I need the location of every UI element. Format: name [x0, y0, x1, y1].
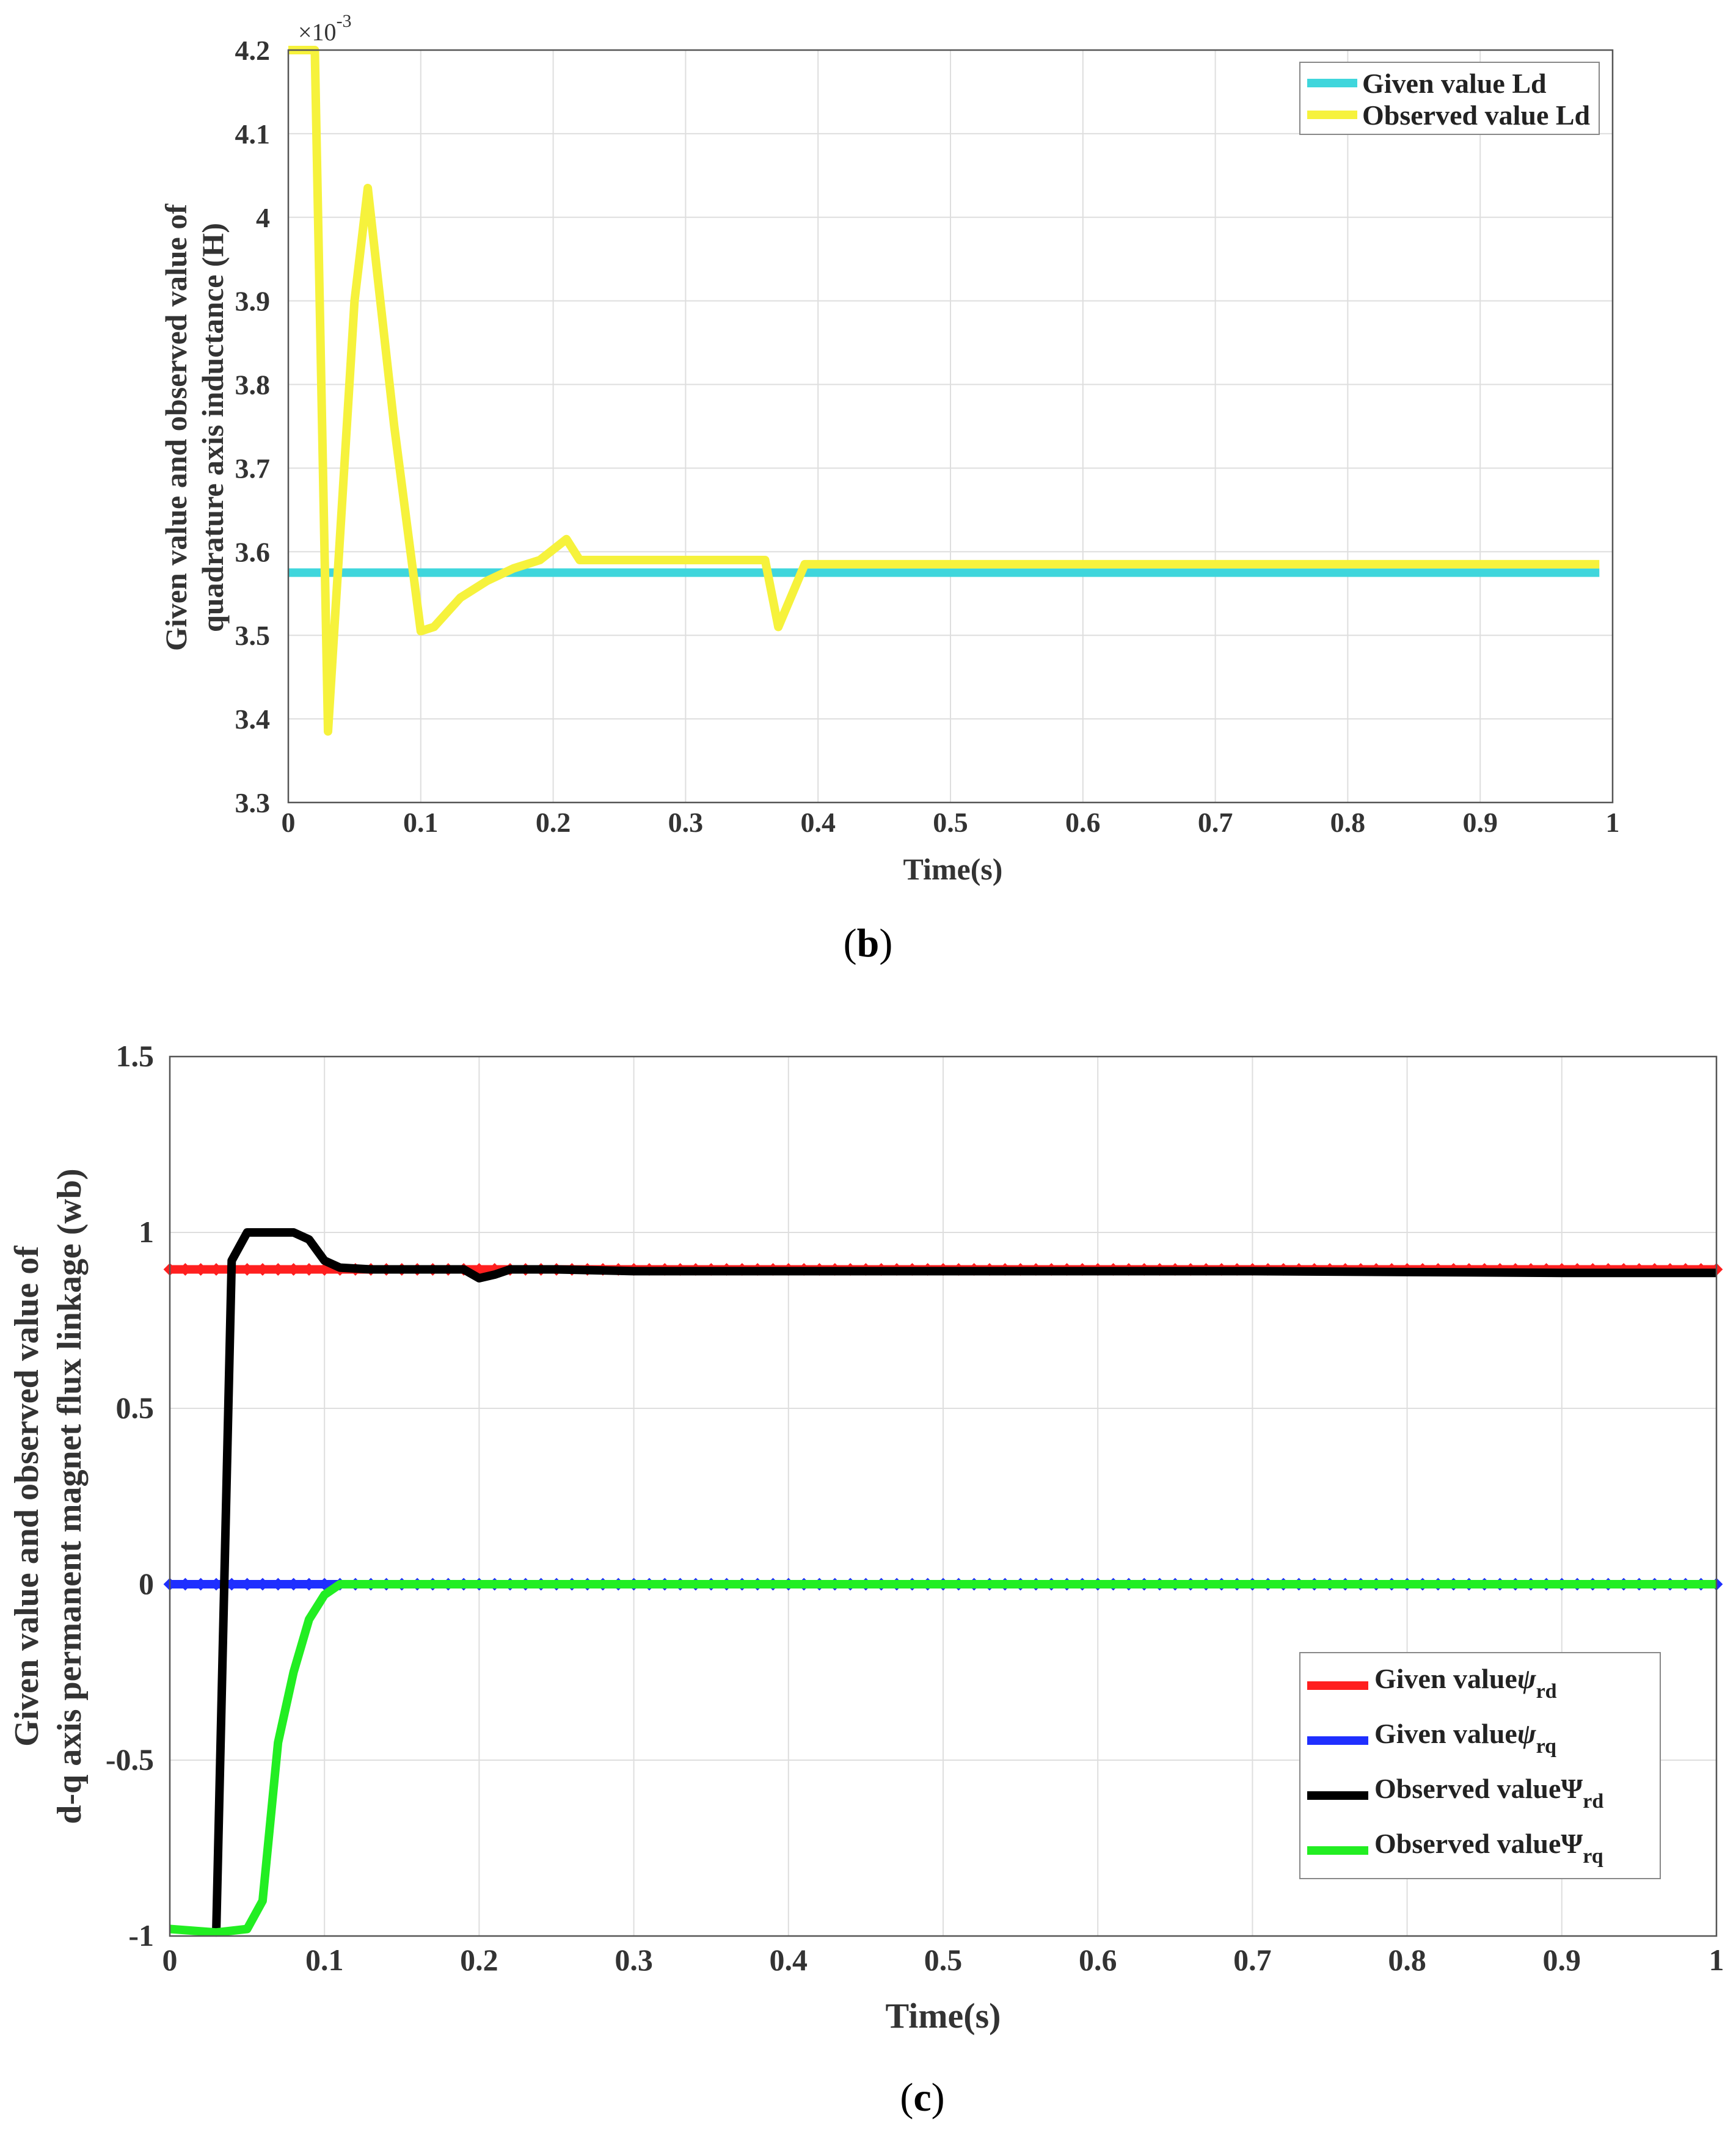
c-series-given-value-rd-marker	[287, 1263, 300, 1276]
b-exponent-label: ×10-3	[298, 11, 352, 46]
c-series-given-value-rq-marker	[271, 1578, 285, 1591]
b-x-tick-label: 0.1	[403, 807, 439, 838]
b-x-tick-label: 0.2	[536, 807, 571, 838]
b-y-axis-label-line1: Given value and observed value of	[159, 203, 193, 651]
c-series-given-value-rq-marker	[178, 1578, 192, 1591]
c-series-given-value-rd-marker	[194, 1263, 208, 1276]
b-x-tick-label: 0.5	[933, 807, 968, 838]
c-series-layer	[163, 1228, 1723, 1937]
c-y-axis-label-line1: Given value and observed value of	[8, 1245, 46, 1747]
c-x-tick-label: 0.3	[615, 1943, 653, 1977]
c-series-given-value-rd-marker	[241, 1263, 254, 1276]
b-y-tick-label: 3.9	[235, 286, 271, 317]
c-legend: Given valueψrd Given valueψrq Observed v…	[1299, 1652, 1661, 1879]
c-series-given-value-rq-marker	[287, 1578, 300, 1591]
b-legend-label-given: Given value Ld	[1362, 68, 1547, 99]
c-series-given-value-rq-marker	[210, 1578, 223, 1591]
c-y-axis-label-line2: d-q axis permanent magnet flux linkage (…	[51, 1168, 89, 1824]
c-series-observed-value-rq-line	[169, 1580, 1716, 1937]
c-series-given-value-rd-marker	[210, 1263, 223, 1276]
c-x-tick-label: 0.8	[1388, 1943, 1426, 1977]
c-plot-frame	[169, 1055, 1718, 1937]
chart-panel-c: 0 0.1 0.2 0.3 0.4 0.5 0.6 0.7 0.8 0.9 1 -1 -0.5 0 0.5…	[8, 1039, 1724, 2036]
c-series-observed-value-rd-line	[212, 1228, 1716, 1933]
c-legend-box	[1299, 1652, 1661, 1879]
b-y-tick-label: 4.2	[235, 35, 271, 66]
c-series-given-value-rd-marker	[178, 1263, 192, 1276]
b-y-tick-label: 3.6	[235, 536, 271, 567]
c-series-given-value-rd-marker	[318, 1263, 331, 1276]
b-grid	[288, 49, 1613, 803]
c-legend-label-observed-rd: Observed valueΨrd	[1374, 1773, 1603, 1813]
b-caption: (b)	[844, 921, 893, 966]
c-series-given-value-rq-marker	[241, 1578, 254, 1591]
b-x-tick-label: 0.6	[1065, 807, 1101, 838]
b-x-tick-label: 0.4	[800, 807, 836, 838]
c-x-tick-label: 0.7	[1233, 1943, 1272, 1977]
c-series-given-value-rd-marker	[256, 1263, 269, 1276]
b-plot-frame	[287, 49, 1614, 804]
b-legend-box	[1299, 62, 1600, 135]
c-x-tick-label: 0.6	[1079, 1943, 1117, 1977]
b-x-tick-label: 0.7	[1198, 807, 1233, 838]
b-x-tick-labels: 0 0.1 0.2 0.3 0.4 0.5 0.6 0.7 0.8 0.9 1	[282, 807, 1620, 838]
c-series-given-value-rd-marker	[302, 1263, 316, 1276]
c-legend-label-given-rd: Given valueψrd	[1374, 1663, 1557, 1703]
b-series-layer	[288, 46, 1600, 736]
c-x-tick-label: 1	[1709, 1943, 1724, 1977]
b-y-tick-label: 3.4	[235, 704, 271, 735]
b-series-observed-value-ld-line	[288, 46, 1600, 736]
c-x-tick-label: 0.5	[924, 1943, 963, 1977]
c-x-axis-label: Time(s)	[885, 1996, 1001, 2036]
c-x-tick-label: 0.2	[460, 1943, 498, 1977]
b-y-tick-label: 3.8	[235, 369, 271, 401]
b-y-axis-label: Given value and observed value of quadra…	[159, 203, 230, 651]
c-series-given-value-rq-marker	[194, 1578, 208, 1591]
b-x-tick-label: 0.8	[1330, 807, 1366, 838]
c-y-tick-label: 0	[139, 1567, 154, 1601]
b-y-tick-label: 4.1	[235, 118, 271, 150]
c-y-tick-label: 1.5	[116, 1039, 155, 1073]
c-x-tick-label: 0.4	[770, 1943, 808, 1977]
b-x-tick-label: 0	[282, 807, 296, 838]
b-y-tick-label: 4	[256, 202, 270, 233]
b-y-tick-label: 3.7	[235, 453, 271, 484]
b-x-tick-label: 0.9	[1462, 807, 1498, 838]
b-y-tick-label: 3.3	[235, 787, 271, 818]
c-series-given-value-rq-marker	[302, 1578, 316, 1591]
c-y-tick-label: -1	[128, 1918, 154, 1952]
c-y-axis-label: Given value and observed value of d-q ax…	[8, 1168, 89, 1824]
b-x-axis-label: Time(s)	[903, 852, 1003, 886]
c-x-tick-labels: 0 0.1 0.2 0.3 0.4 0.5 0.6 0.7 0.8 0.9 1	[162, 1943, 1724, 1977]
b-legend: Given value Ld Observed value Ld	[1299, 62, 1600, 135]
b-x-tick-label: 1	[1606, 807, 1620, 838]
b-x-tick-label: 0.3	[668, 807, 704, 838]
c-x-tick-label: 0.1	[305, 1943, 344, 1977]
c-x-tick-label: 0	[162, 1943, 178, 1977]
c-series-given-value-rq-marker	[256, 1578, 269, 1591]
b-y-axis-label-line2: quadrature axis inductance (H)	[195, 223, 230, 632]
b-legend-label-observed: Observed value Ld	[1362, 100, 1591, 131]
b-y-tick-labels: 3.3 3.4 3.5 3.6 3.7 3.8 3.9 4 4.1 4.2	[235, 35, 271, 818]
c-y-tick-labels: -1 -0.5 0 0.5 1 1.5	[106, 1039, 154, 1952]
c-legend-label-given-rq: Given valueψrq	[1374, 1718, 1556, 1758]
b-y-tick-label: 3.5	[235, 620, 271, 651]
c-legend-label-observed-rq: Observed valueΨrq	[1374, 1828, 1603, 1868]
c-series-given-value-rd-marker	[271, 1263, 285, 1276]
c-y-tick-label: 1	[139, 1215, 154, 1249]
c-x-tick-label: 0.9	[1543, 1943, 1581, 1977]
c-y-tick-label: -0.5	[106, 1742, 154, 1777]
c-caption: (c)	[900, 2075, 944, 2120]
c-y-tick-label: 0.5	[116, 1391, 155, 1425]
chart-panel-b: 0 0.1 0.2 0.3 0.4 0.5 0.6 0.7 0.8 0.9 1 3.33.43.53…	[159, 11, 1620, 886]
